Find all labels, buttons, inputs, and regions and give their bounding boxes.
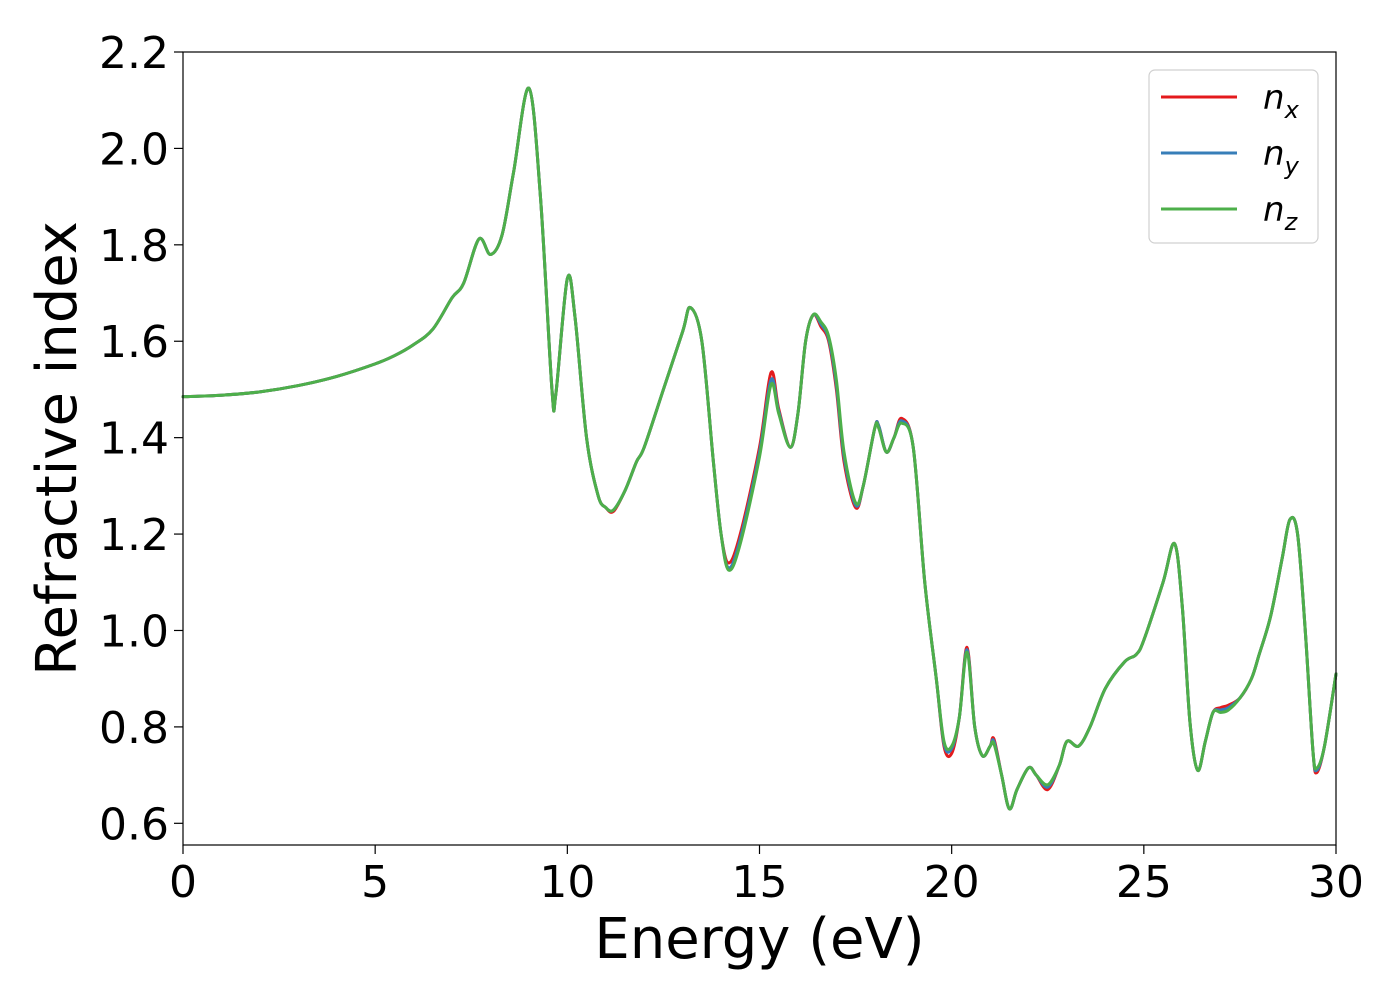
x-axis: 0 5 10 15 20 25 30 [169, 845, 1364, 908]
x-tick-label: 10 [539, 857, 595, 908]
x-tick-label: 0 [169, 857, 197, 908]
x-tick-label: 20 [924, 857, 980, 908]
legend-label-x: nx [1263, 78, 1300, 124]
y-tick-label: 2.0 [99, 124, 169, 175]
y-tick-label: 1.0 [99, 606, 169, 657]
y-tick-label: 1.2 [99, 510, 169, 561]
y-tick-label: 1.8 [99, 221, 169, 272]
legend-box [1148, 69, 1319, 244]
legend-label-base: n [1263, 78, 1285, 118]
legend-label-subscript: y [1284, 152, 1300, 180]
legend-label-base: n [1263, 190, 1285, 230]
series-line-z [181, 86, 1338, 811]
x-tick-label: 5 [361, 857, 389, 908]
x-tick-label: 30 [1308, 857, 1364, 908]
x-axis-title: Energy (eV) [594, 907, 924, 972]
y-tick-label: 2.2 [99, 28, 169, 79]
y-tick-label: 0.8 [99, 703, 169, 754]
legend-label-y: ny [1263, 134, 1300, 180]
y-tick-label: 0.6 [99, 799, 169, 850]
x-tick-label: 25 [1116, 857, 1172, 908]
y-tick-label: 1.6 [99, 317, 169, 368]
series-layer [181, 86, 1338, 811]
y-tick-label: 1.4 [99, 414, 169, 465]
x-tick-label: 15 [732, 857, 788, 908]
y-axis: 0.6 0.8 1.0 1.2 1.4 1.6 1.8 2.0 2.2 [99, 28, 183, 850]
legend-label-base: n [1263, 134, 1285, 174]
legend-label-z: nz [1263, 190, 1299, 236]
y-axis-title: Refractive index [25, 221, 90, 676]
legend-label-subscript: z [1284, 208, 1299, 236]
legend-label-subscript: x [1284, 96, 1300, 124]
